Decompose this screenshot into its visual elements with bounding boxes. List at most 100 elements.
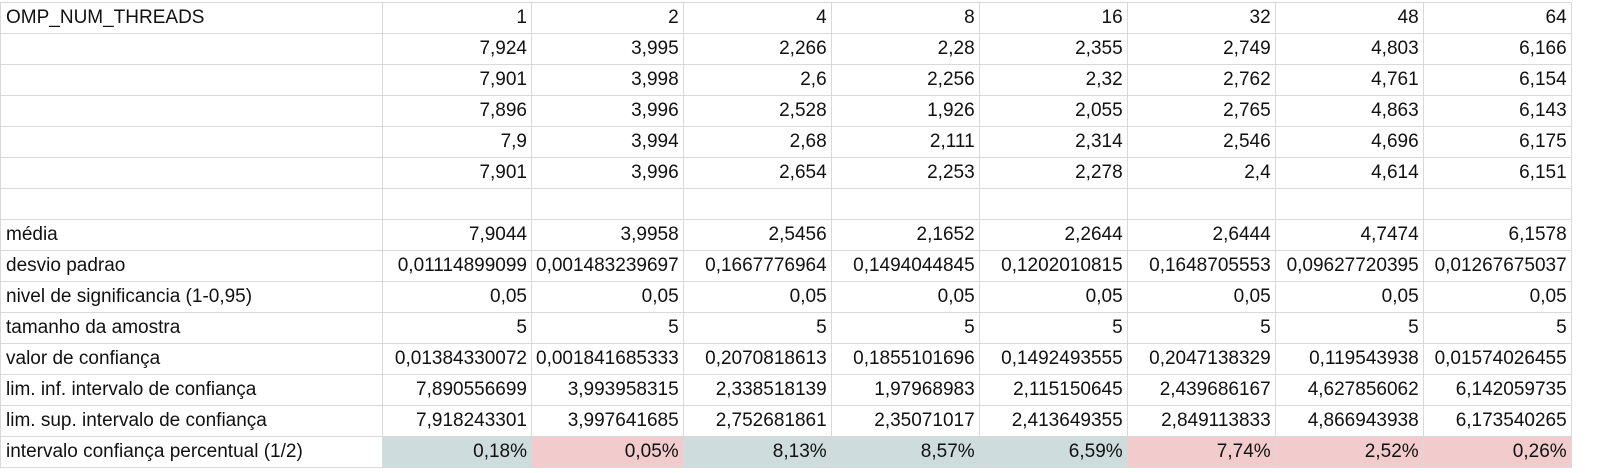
value-cell[interactable]: 2,546 (1126, 126, 1276, 158)
value-cell[interactable]: 8,57% (830, 436, 980, 468)
value-cell[interactable]: 7,901 (382, 157, 532, 189)
value-cell[interactable]: 2,654 (682, 157, 832, 189)
value-cell[interactable]: 2,1652 (830, 219, 980, 251)
row-label-cell[interactable] (0, 188, 383, 220)
value-cell[interactable]: 0,001483239697 (531, 250, 684, 282)
value-cell[interactable]: 0,01114899099 (382, 250, 532, 282)
value-cell[interactable]: 2,2644 (978, 219, 1128, 251)
value-cell[interactable]: 2,338518139 (682, 374, 832, 406)
value-cell[interactable] (830, 188, 980, 220)
value-cell[interactable]: 0,2047138329 (1126, 343, 1276, 375)
value-cell[interactable]: 2,413649355 (978, 405, 1128, 437)
value-cell[interactable]: 2,439686167 (1126, 374, 1276, 406)
value-cell[interactable]: 0,1855101696 (830, 343, 980, 375)
value-cell[interactable]: 2,52% (1274, 436, 1424, 468)
value-cell[interactable]: 0,18% (382, 436, 532, 468)
value-cell[interactable]: 2,528 (682, 95, 832, 127)
row-label-cell[interactable]: intervalo confiança percentual (1/2) (0, 436, 383, 468)
value-cell[interactable]: 6,166 (1422, 33, 1572, 65)
value-cell[interactable]: 5 (830, 312, 980, 344)
value-cell[interactable]: 0,05 (531, 281, 684, 313)
value-cell[interactable]: 0,05% (531, 436, 684, 468)
value-cell[interactable]: 3,993958315 (531, 374, 684, 406)
row-label-cell[interactable]: OMP_NUM_THREADS (0, 2, 383, 34)
value-cell[interactable]: 1,97968983 (830, 374, 980, 406)
value-cell[interactable]: 0,05 (1422, 281, 1572, 313)
value-cell[interactable]: 2,6 (682, 64, 832, 96)
value-cell[interactable]: 0,1202010815 (978, 250, 1128, 282)
value-cell[interactable]: 2,849113833 (1126, 405, 1276, 437)
value-cell[interactable]: 1 (382, 2, 532, 34)
row-label-cell[interactable]: lim. sup. intervalo de confiança (0, 405, 383, 437)
value-cell[interactable]: 32 (1126, 2, 1276, 34)
value-cell[interactable]: 2,5456 (682, 219, 832, 251)
value-cell[interactable]: 3,9958 (531, 219, 684, 251)
value-cell[interactable]: 2,256 (830, 64, 980, 96)
value-cell[interactable]: 2,28 (830, 33, 980, 65)
value-cell[interactable]: 2,762 (1126, 64, 1276, 96)
row-label-cell[interactable]: média (0, 219, 383, 251)
value-cell[interactable]: 2,355 (978, 33, 1128, 65)
row-label-cell[interactable]: nivel de significancia (1-0,95) (0, 281, 383, 313)
value-cell[interactable]: 2,115150645 (978, 374, 1128, 406)
value-cell[interactable]: 2,6444 (1126, 219, 1276, 251)
value-cell[interactable]: 4,761 (1274, 64, 1424, 96)
value-cell[interactable]: 4,696 (1274, 126, 1424, 158)
row-label-cell[interactable]: tamanho da amostra (0, 312, 383, 344)
value-cell[interactable]: 0,05 (382, 281, 532, 313)
value-cell[interactable]: 0,1667776964 (682, 250, 832, 282)
row-label-cell[interactable] (0, 95, 383, 127)
value-cell[interactable]: 2,32 (978, 64, 1128, 96)
value-cell[interactable]: 2,266 (682, 33, 832, 65)
value-cell[interactable]: 0,119543938 (1274, 343, 1424, 375)
value-cell[interactable]: 4 (682, 2, 832, 34)
value-cell[interactable]: 8,13% (682, 436, 832, 468)
value-cell[interactable]: 6,143 (1422, 95, 1572, 127)
value-cell[interactable]: 7,901 (382, 64, 532, 96)
value-cell[interactable]: 5 (531, 312, 684, 344)
value-cell[interactable]: 5 (1422, 312, 1572, 344)
value-cell[interactable]: 3,998 (531, 64, 684, 96)
value-cell[interactable]: 0,05 (830, 281, 980, 313)
value-cell[interactable]: 7,918243301 (382, 405, 532, 437)
value-cell[interactable]: 6,175 (1422, 126, 1572, 158)
value-cell[interactable]: 0,05 (1126, 281, 1276, 313)
value-cell[interactable]: 5 (682, 312, 832, 344)
row-label-cell[interactable] (0, 64, 383, 96)
value-cell[interactable]: 0,2070818613 (682, 343, 832, 375)
value-cell[interactable] (1422, 188, 1572, 220)
value-cell[interactable]: 0,05 (978, 281, 1128, 313)
value-cell[interactable]: 6,151 (1422, 157, 1572, 189)
value-cell[interactable]: 6,154 (1422, 64, 1572, 96)
value-cell[interactable] (382, 188, 532, 220)
value-cell[interactable]: 7,9 (382, 126, 532, 158)
value-cell[interactable]: 4,803 (1274, 33, 1424, 65)
value-cell[interactable]: 0,26% (1422, 436, 1572, 468)
value-cell[interactable]: 2,35071017 (830, 405, 980, 437)
value-cell[interactable]: 5 (978, 312, 1128, 344)
value-cell[interactable]: 5 (1126, 312, 1276, 344)
value-cell[interactable]: 16 (978, 2, 1128, 34)
value-cell[interactable]: 1,926 (830, 95, 980, 127)
value-cell[interactable]: 7,74% (1126, 436, 1276, 468)
value-cell[interactable]: 0,1494044845 (830, 250, 980, 282)
value-cell[interactable]: 2,749 (1126, 33, 1276, 65)
value-cell[interactable] (1126, 188, 1276, 220)
value-cell[interactable]: 4,863 (1274, 95, 1424, 127)
value-cell[interactable]: 2,278 (978, 157, 1128, 189)
value-cell[interactable]: 4,627856062 (1274, 374, 1424, 406)
value-cell[interactable] (682, 188, 832, 220)
value-cell[interactable]: 0,01574026455 (1422, 343, 1572, 375)
value-cell[interactable]: 3,994 (531, 126, 684, 158)
value-cell[interactable]: 2,752681861 (682, 405, 832, 437)
value-cell[interactable]: 2,68 (682, 126, 832, 158)
value-cell[interactable]: 4,866943938 (1274, 405, 1424, 437)
value-cell[interactable]: 2,253 (830, 157, 980, 189)
row-label-cell[interactable] (0, 126, 383, 158)
value-cell[interactable]: 6,1578 (1422, 219, 1572, 251)
value-cell[interactable]: 0,1648705553 (1126, 250, 1276, 282)
value-cell[interactable] (531, 188, 684, 220)
row-label-cell[interactable] (0, 157, 383, 189)
value-cell[interactable]: 0,09627720395 (1274, 250, 1424, 282)
value-cell[interactable]: 0,05 (1274, 281, 1424, 313)
